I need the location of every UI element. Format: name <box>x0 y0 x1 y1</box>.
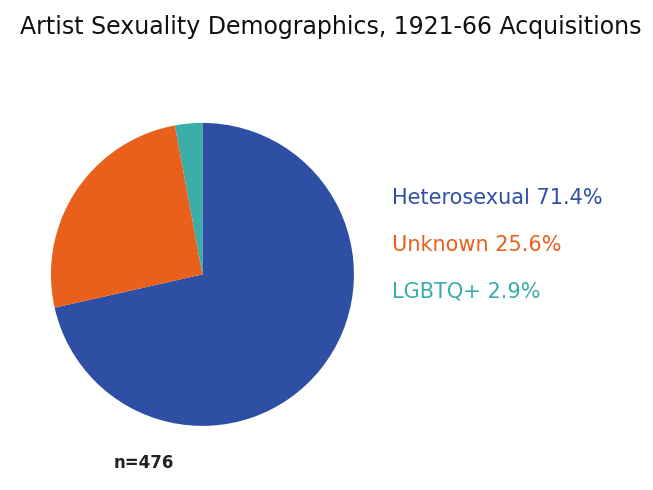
Text: LGBTQ+ 2.9%: LGBTQ+ 2.9% <box>392 282 540 301</box>
Text: Heterosexual 71.4%: Heterosexual 71.4% <box>392 189 603 208</box>
Wedge shape <box>55 123 354 426</box>
Text: Artist Sexuality Demographics, 1921-66 Acquisitions: Artist Sexuality Demographics, 1921-66 A… <box>20 15 641 39</box>
Text: Unknown 25.6%: Unknown 25.6% <box>392 235 562 255</box>
Wedge shape <box>175 123 202 274</box>
Wedge shape <box>51 125 202 308</box>
Text: n=476: n=476 <box>114 454 174 472</box>
